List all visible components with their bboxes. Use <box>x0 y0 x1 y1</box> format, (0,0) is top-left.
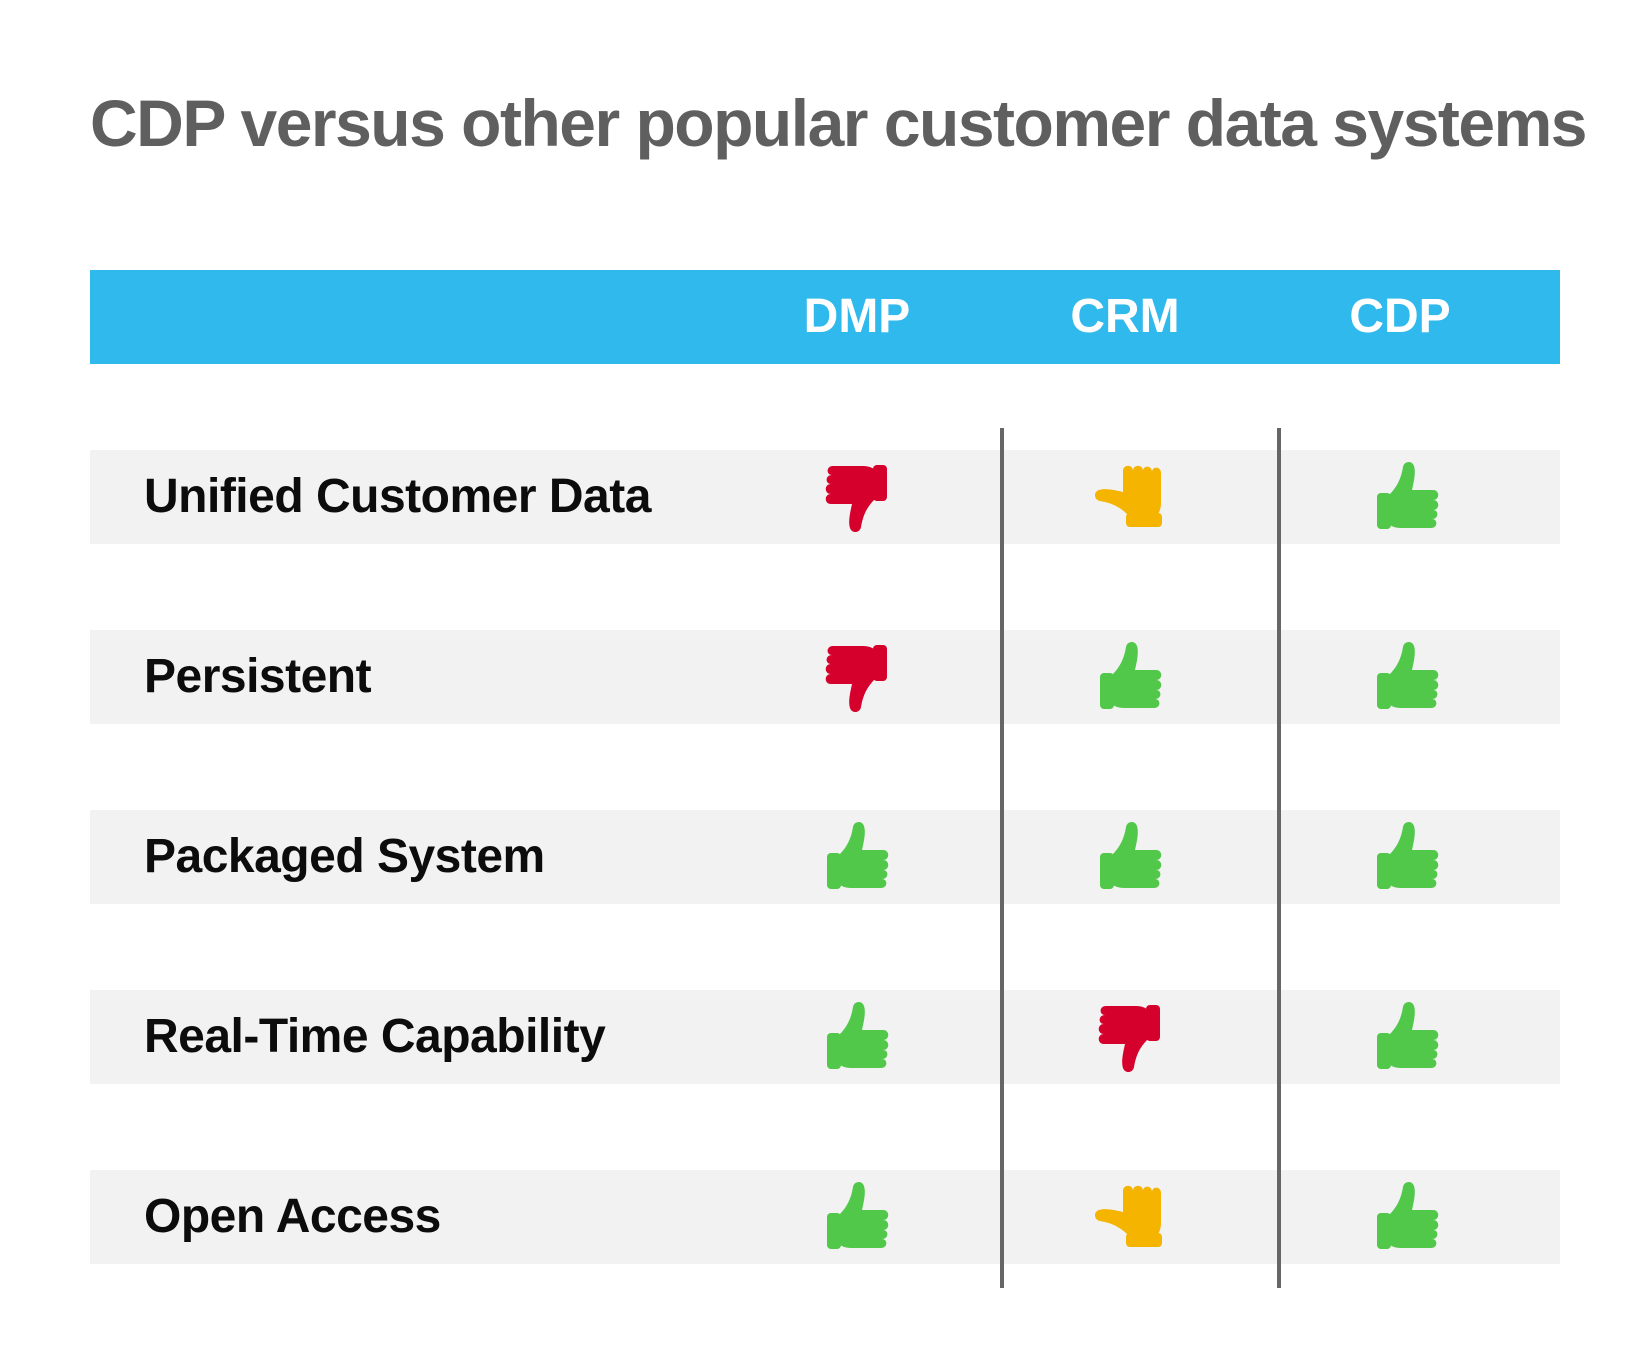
table-row: Real-Time Capability <box>90 990 1560 1084</box>
column-header-cdp: CDP <box>1349 290 1451 343</box>
table-row: Persistent <box>90 630 1560 724</box>
thumbs-down-icon <box>1090 997 1170 1077</box>
thumbs-up-icon <box>1367 817 1447 897</box>
thumbs-up-icon <box>817 997 897 1077</box>
page-title: CDP versus other popular customer data s… <box>90 86 1588 160</box>
row-label: Packaged System <box>144 830 545 883</box>
table-row: Unified Customer Data <box>90 450 1560 544</box>
thumbs-up-icon <box>1090 637 1170 717</box>
thumbs-sideways-icon <box>1090 457 1170 537</box>
thumbs-up-icon <box>1367 637 1447 717</box>
table-row: Open Access <box>90 1170 1560 1264</box>
row-label: Real-Time Capability <box>144 1010 606 1063</box>
thumbs-down-icon <box>817 637 897 717</box>
thumbs-sideways-icon <box>1090 1177 1170 1257</box>
thumbs-up-icon <box>817 817 897 897</box>
table-row: Packaged System <box>90 810 1560 904</box>
column-header-dmp: DMP <box>803 290 911 343</box>
thumbs-up-icon <box>1367 997 1447 1077</box>
column-divider <box>1000 428 1004 1288</box>
table-header: DMP CRM CDP <box>90 270 1560 364</box>
row-label: Open Access <box>144 1190 441 1243</box>
column-divider <box>1277 428 1281 1288</box>
column-header-crm: CRM <box>1070 290 1180 343</box>
thumbs-up-icon <box>1367 1177 1447 1257</box>
thumbs-up-icon <box>1367 457 1447 537</box>
row-label: Unified Customer Data <box>144 470 651 523</box>
row-label: Persistent <box>144 650 372 703</box>
thumbs-down-icon <box>817 457 897 537</box>
thumbs-up-icon <box>1090 817 1170 897</box>
thumbs-up-icon <box>817 1177 897 1257</box>
